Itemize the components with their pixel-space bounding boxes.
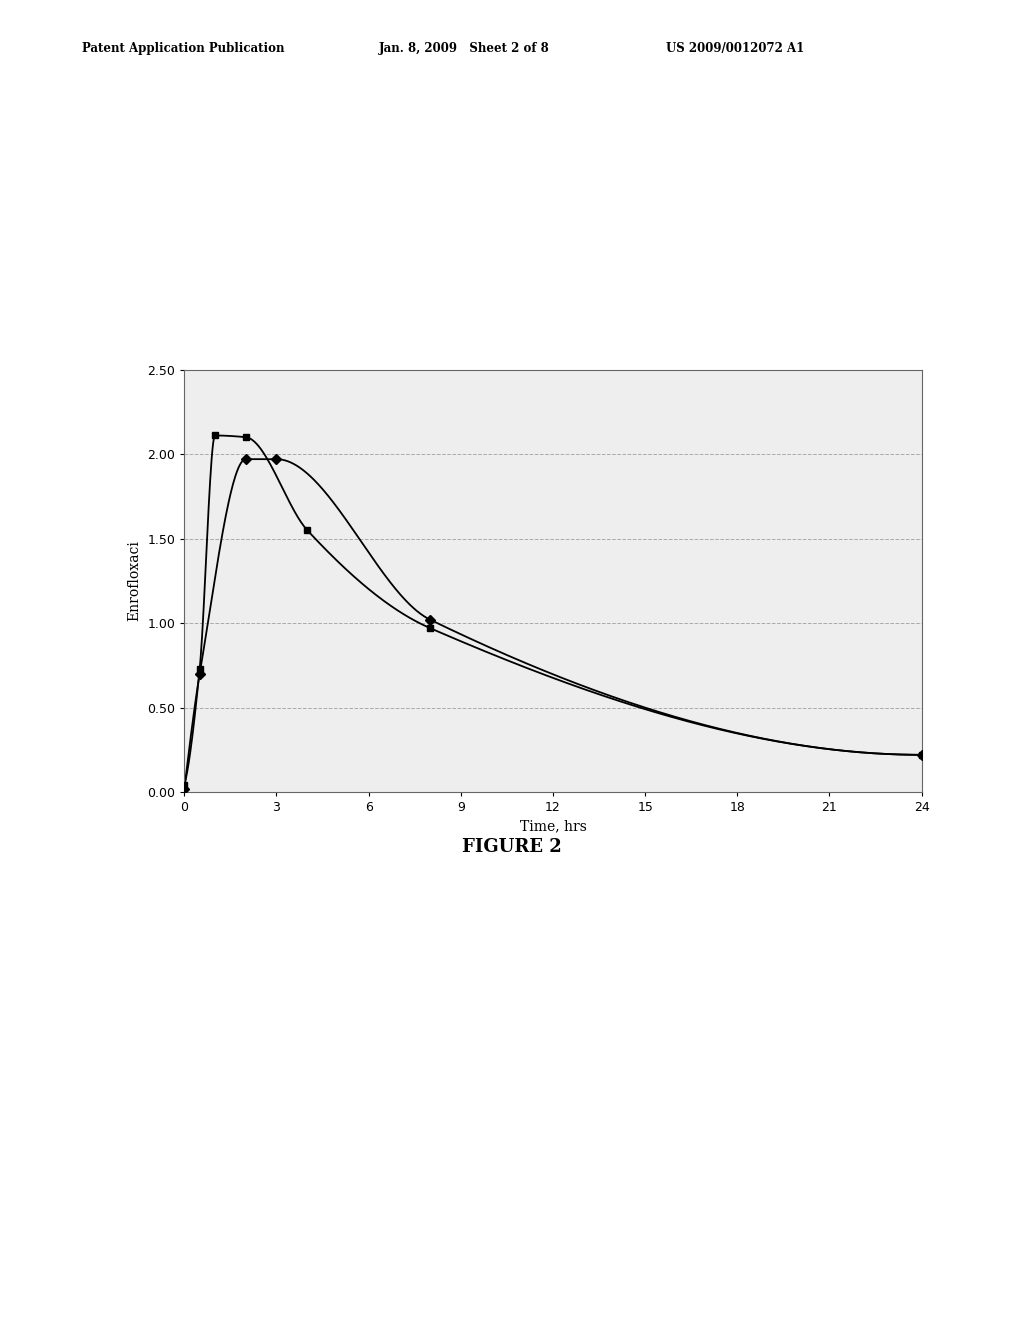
Text: Jan. 8, 2009   Sheet 2 of 8: Jan. 8, 2009 Sheet 2 of 8: [379, 42, 550, 55]
Text: FIGURE 2: FIGURE 2: [462, 838, 562, 857]
X-axis label: Time, hrs: Time, hrs: [519, 820, 587, 834]
Text: US 2009/0012072 A1: US 2009/0012072 A1: [666, 42, 804, 55]
Text: Patent Application Publication: Patent Application Publication: [82, 42, 285, 55]
Y-axis label: Enrofloxaci: Enrofloxaci: [128, 540, 141, 622]
